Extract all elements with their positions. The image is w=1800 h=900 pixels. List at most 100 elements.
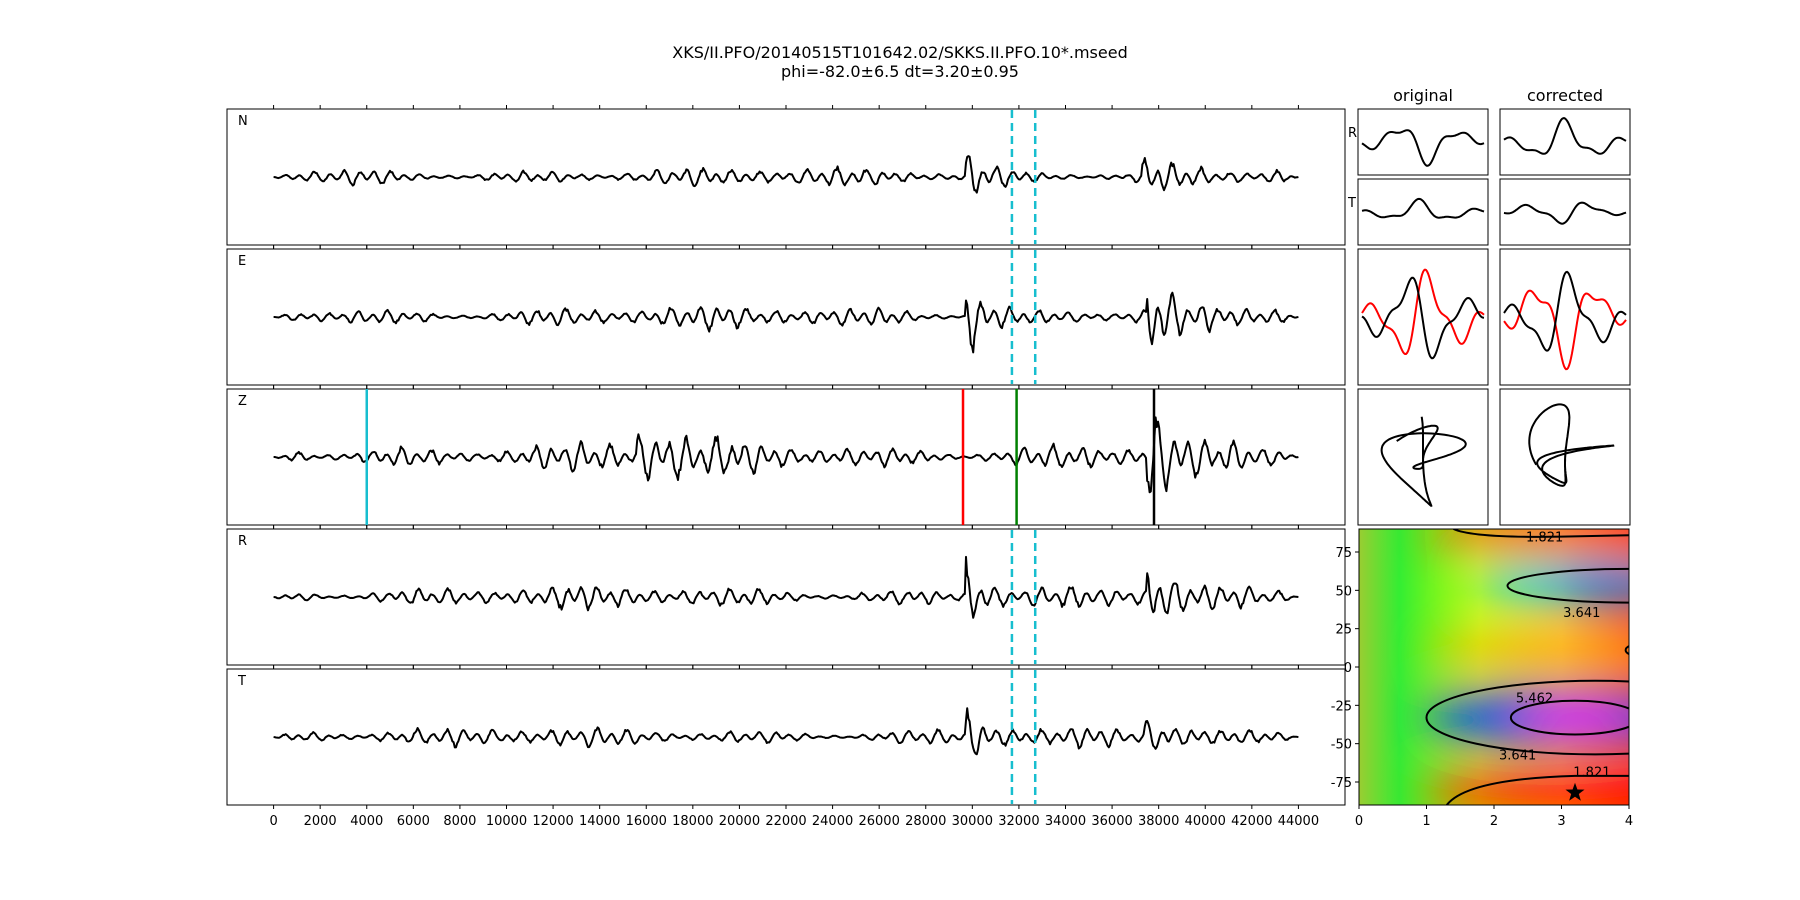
best-fit-star <box>1565 782 1585 801</box>
corrected-panel-1 <box>1499 178 1631 246</box>
x-tick-label: 44000 <box>1278 814 1319 829</box>
x-tick-label: 32000 <box>998 814 1039 829</box>
panel-frame <box>1357 108 1489 176</box>
contours <box>1425 529 1629 805</box>
corrected-panel-3 <box>1499 388 1631 526</box>
x-tick-label: 34000 <box>1045 814 1086 829</box>
heat-y-tick-label: -50 <box>1331 738 1352 753</box>
column-title-corrected: corrected <box>1526 86 1604 105</box>
original-panel-3 <box>1357 388 1489 526</box>
trace-label-r: R <box>238 534 248 549</box>
heat-x-tick-label: 2 <box>1490 814 1498 829</box>
heat-high <box>1548 573 1629 602</box>
panel-frame <box>1499 108 1631 176</box>
trace-label-t: T <box>238 674 246 689</box>
trace-panel-e <box>226 245 1346 389</box>
x-tick-label: 8000 <box>443 814 476 829</box>
contour-5.462 <box>1509 699 1629 736</box>
trace-label-n: N <box>238 114 248 129</box>
waveform-e <box>273 291 1299 354</box>
x-tick-label: 10000 <box>486 814 527 829</box>
x-tick-label: 6000 <box>397 814 430 829</box>
trace-panel-r <box>226 525 1346 669</box>
heat-mid <box>1425 637 1629 666</box>
waveform-r <box>273 555 1299 619</box>
contour-label: 3.641 <box>1499 748 1536 763</box>
original-panel-0 <box>1357 108 1489 176</box>
x-tick-label: 22000 <box>765 814 806 829</box>
panel-frame <box>1499 388 1631 526</box>
corrected-panel-2 <box>1499 248 1631 386</box>
contour-3.641-lower <box>1425 679 1629 756</box>
heat-y-tick-label: 75 <box>1335 546 1352 561</box>
waveform-t <box>273 707 1299 756</box>
heat-x-tick-label: 4 <box>1625 814 1633 829</box>
x-tick-label: 40000 <box>1185 814 1226 829</box>
small-waveform <box>1503 117 1627 155</box>
overlay-waveform-red <box>1503 289 1627 371</box>
x-tick-label: 42000 <box>1231 814 1272 829</box>
panel-frame <box>226 528 1346 666</box>
heat-y-tick-label: 0 <box>1344 661 1352 676</box>
x-tick-label: 0 <box>269 814 277 829</box>
particle-motion <box>1380 416 1467 507</box>
contour-1.821-upper <box>1453 529 1629 538</box>
original-panel-1 <box>1357 178 1489 246</box>
trace-label-e: E <box>238 254 247 269</box>
trace-label-z: Z <box>238 394 247 409</box>
overlay-waveform-red <box>1361 268 1485 355</box>
x-tick-label: 16000 <box>626 814 667 829</box>
figure-subtitle: phi=-82.0±6.5 dt=3.20±0.95 <box>781 62 1019 81</box>
trace-panel-t <box>226 665 1346 809</box>
x-tick-label: 14000 <box>579 814 620 829</box>
x-tick-label: 2000 <box>304 814 337 829</box>
waveform-z <box>273 416 1299 494</box>
heat-peak <box>1520 703 1629 732</box>
heat-x-tick-label: 0 <box>1355 814 1363 829</box>
panel-frame <box>1357 388 1489 526</box>
heat-low <box>1425 529 1629 549</box>
contour-label: 3.641 <box>1563 606 1600 621</box>
small-waveform <box>1503 201 1627 225</box>
contour-label: 5.462 <box>1516 692 1553 707</box>
x-tick-label: 36000 <box>1091 814 1132 829</box>
trace-panels: 0 2000 4000 6000 8000 10000 12000 14000 16000 180… <box>226 105 1346 829</box>
waveform-n <box>273 155 1299 194</box>
original-panel-2 <box>1357 248 1489 386</box>
small-waveform <box>1361 129 1485 167</box>
x-tick-label: 38000 <box>1138 814 1179 829</box>
particle-motion <box>1528 403 1615 487</box>
error-surface-panel: 1.821 3.641 5.462 3.641 1.821 0 1 2 3 4 75 50 25 0 -25… <box>1331 528 1633 829</box>
x-tick-label: 24000 <box>812 814 853 829</box>
heat-x-tick-label: 3 <box>1557 814 1565 829</box>
x-tick-label: 26000 <box>858 814 899 829</box>
trace-panel-z <box>226 385 1346 529</box>
overlay-waveform-black <box>1503 270 1627 352</box>
trace-panel-n <box>226 105 1346 249</box>
contour-3.641-upper <box>1506 567 1629 604</box>
column-title-original: original <box>1393 86 1453 105</box>
heat-y-tick-label: 50 <box>1335 584 1352 599</box>
x-tick-label: 12000 <box>532 814 573 829</box>
small-row-label-t: T <box>1348 196 1356 211</box>
contour-label: 1.821 <box>1526 531 1563 546</box>
small-row-label-r: R <box>1348 126 1358 141</box>
contour-small <box>1624 645 1629 656</box>
heat-y-tick-label: 25 <box>1335 623 1352 638</box>
x-tick-label: 30000 <box>952 814 993 829</box>
x-tick-label: 18000 <box>672 814 713 829</box>
panel-frame <box>1499 248 1631 386</box>
heat-blobs <box>1424 529 1629 805</box>
x-tick-label: 28000 <box>905 814 946 829</box>
small-waveform <box>1361 197 1485 219</box>
heat-x-tick-label: 1 <box>1422 814 1430 829</box>
x-tick-label: 4000 <box>350 814 383 829</box>
x-tick-label: 20000 <box>719 814 760 829</box>
panel-frame <box>1357 248 1489 386</box>
particle-motion-panels <box>1357 108 1631 526</box>
contour-label: 1.821 <box>1573 765 1610 780</box>
panel-frame <box>1357 178 1489 246</box>
overlay-waveform-black <box>1361 276 1485 360</box>
figure-title: XKS/II.PFO/20140515T101642.02/SKKS.II.PF… <box>672 43 1128 62</box>
